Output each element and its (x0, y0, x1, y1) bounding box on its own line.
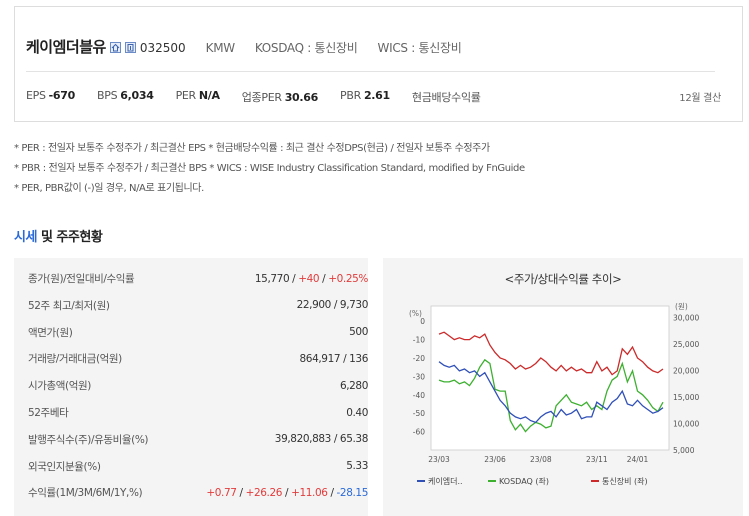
metric-label: PER (175, 89, 197, 102)
right-tick-label: 30,000 (673, 313, 699, 322)
row-value: +0.77 / +26.26 / +11.06 / -28.15 (206, 486, 368, 499)
table-row: 외국인지분율(%) 5.33 (28, 453, 368, 480)
row-value: 22,900 / 9,730 (296, 299, 369, 312)
settlement-label: 12월 결산 (679, 93, 721, 104)
table-row: 발행주식수(주)/유동비율(%) 39,820,883 / 65.38 (28, 426, 368, 453)
legend-label: 통신장비 (좌) (602, 476, 648, 486)
x-tick-label: 23/03 (428, 455, 450, 464)
row-value: 5.33 (346, 460, 368, 473)
left-axis-unit: (%) (409, 309, 422, 318)
x-tick-label: 23/11 (586, 455, 608, 464)
series-line (438, 361, 664, 424)
left-tick-label: 0 (420, 317, 425, 326)
left-tick-label: -50 (413, 409, 425, 418)
metrics-row: EPS -670 BPS 6,034 PER N/A 업종PER 30.66 PBR 2.61 현금… (26, 89, 503, 105)
metric-value: 30.66 (284, 91, 319, 104)
legend-label: KOSDAQ (좌) (499, 477, 549, 486)
metric-label: PBR (340, 89, 361, 102)
metric-0: EPS -670 (26, 89, 75, 105)
table-row: 거래량/거래대금(억원) 864,917 / 136 (28, 345, 368, 372)
building-icon[interactable] (124, 42, 136, 53)
note-line: * PER : 전일자 보통주 수정주가 / 최근결산 EPS * 현금배당수익… (14, 143, 490, 154)
legend-label: 케이엠더.. (428, 476, 463, 486)
market-sector: KOSDAQ : 통신장비 (254, 41, 358, 55)
note-line: * PBR : 전일자 보통주 수정주가 / 최근결산 BPS * WICS :… (14, 163, 525, 174)
stock-header-box (14, 6, 743, 122)
row-label: 외국인지분율(%) (28, 460, 101, 473)
row-value: 0.40 (346, 406, 368, 419)
table-row: 52주 최고/최저(원) 22,900 / 9,730 (28, 292, 368, 319)
row-label: 종가(원)/전일대비/수익률 (28, 273, 135, 285)
table-row: 종가(원)/전일대비/수익률 15,770 / +40 / +0.25% (28, 265, 368, 292)
row-label: 거래량/거래대금(억원) (28, 353, 122, 366)
plot-area (430, 305, 670, 451)
x-tick-label: 24/01 (627, 455, 649, 464)
right-tick-label: 10,000 (673, 419, 699, 428)
row-value: 39,820,883 / 65.38 (274, 433, 369, 446)
x-tick-label: 23/06 (484, 455, 506, 464)
row-value: 500 (349, 326, 368, 339)
left-tick-label: -10 (413, 336, 425, 345)
metric-value: 6,034 (120, 89, 154, 102)
row-value: 15,770 / +40 / +0.25% (254, 272, 369, 285)
metric-2: PER N/A (176, 89, 220, 105)
metric-label: 업종PER (241, 91, 282, 104)
price-table: 종가(원)/전일대비/수익률 15,770 / +40 / +0.25% 52주 최… (14, 258, 368, 516)
ticker: KMW (205, 41, 236, 55)
price-chart: (%) (원) 0 -10 -20 -30 -40 -50 -60 30,000 25,000 20,… (409, 302, 699, 486)
row-value: 6,280 (339, 379, 368, 392)
metric-label: 현금배당수익률 (411, 91, 481, 104)
metric-5: 현금배당수익률 (412, 89, 481, 105)
row-value: 864,917 / 136 (299, 352, 369, 365)
metric-value: -670 (48, 89, 76, 102)
metric-3: 업종PER 30.66 (241, 89, 319, 105)
section-title: 시세 및 주주현황 (14, 226, 103, 245)
metric-label: EPS (26, 89, 46, 102)
right-tick-label: 15,000 (673, 393, 699, 402)
right-tick-label: 25,000 (673, 340, 699, 349)
metric-label: BPS (97, 89, 118, 102)
table-row: 시가총액(억원) 6,280 (28, 372, 368, 399)
stock-code: 032500 (139, 41, 186, 55)
table-row: 수익률(1M/3M/6M/1Y,%) +0.77 / +26.26 / +11.0… (28, 479, 368, 506)
section-title-rest: 및 주주현황 (36, 230, 103, 245)
row-label: 시가총액(억원) (28, 380, 91, 393)
row-label: 52주베타 (28, 407, 69, 419)
series-line (438, 358, 664, 433)
right-tick-label: 20,000 (673, 366, 699, 375)
left-tick-label: -30 (413, 372, 425, 381)
company-name: 케이엠더블유 (26, 38, 106, 56)
table-row: 52주베타 0.40 (28, 399, 368, 426)
metric-4: PBR 2.61 (340, 89, 390, 105)
left-tick-label: -20 (413, 354, 425, 363)
row-label: 수익률(1M/3M/6M/1Y,%) (28, 487, 143, 500)
note-line: * PER, PBR값이 (-)일 경우, N/A로 표기됩니다. (14, 183, 204, 194)
chart-panel: <주가/상대수익률 추이> (%) (원) 0 -10 -20 -30 -40 -50 -60 3… (383, 258, 743, 516)
row-label: 52주 최고/최저(원) (28, 299, 110, 312)
title-row: 케이엠더블유 032500 KMW KOSDAQ : 통신장비 WICS : 통… (26, 36, 462, 57)
metric-value: 2.61 (363, 89, 390, 102)
header-divider (26, 71, 715, 72)
x-tick-label: 23/08 (530, 455, 552, 464)
left-tick-label: -60 (413, 428, 425, 437)
notes: * PER : 전일자 보통주 수정주가 / 최근결산 EPS * 현금배당수익… (14, 139, 525, 199)
right-tick-label: 5,000 (673, 446, 695, 455)
section-title-highlight: 시세 (14, 230, 37, 245)
home-icon[interactable] (109, 42, 121, 53)
row-label: 발행주식수(주)/유동비율(%) (28, 433, 149, 446)
left-tick-label: -40 (413, 391, 425, 400)
metric-1: BPS 6,034 (97, 89, 154, 105)
row-label: 액면가(원) (28, 326, 73, 339)
wics-sector: WICS : 통신장비 (377, 41, 462, 55)
right-axis-unit: (원) (675, 302, 688, 311)
series-line (438, 331, 664, 376)
metric-value: N/A (198, 89, 220, 102)
table-row: 액면가(원) 500 (28, 319, 368, 346)
chart-title: <주가/상대수익률 추이> (504, 272, 622, 286)
